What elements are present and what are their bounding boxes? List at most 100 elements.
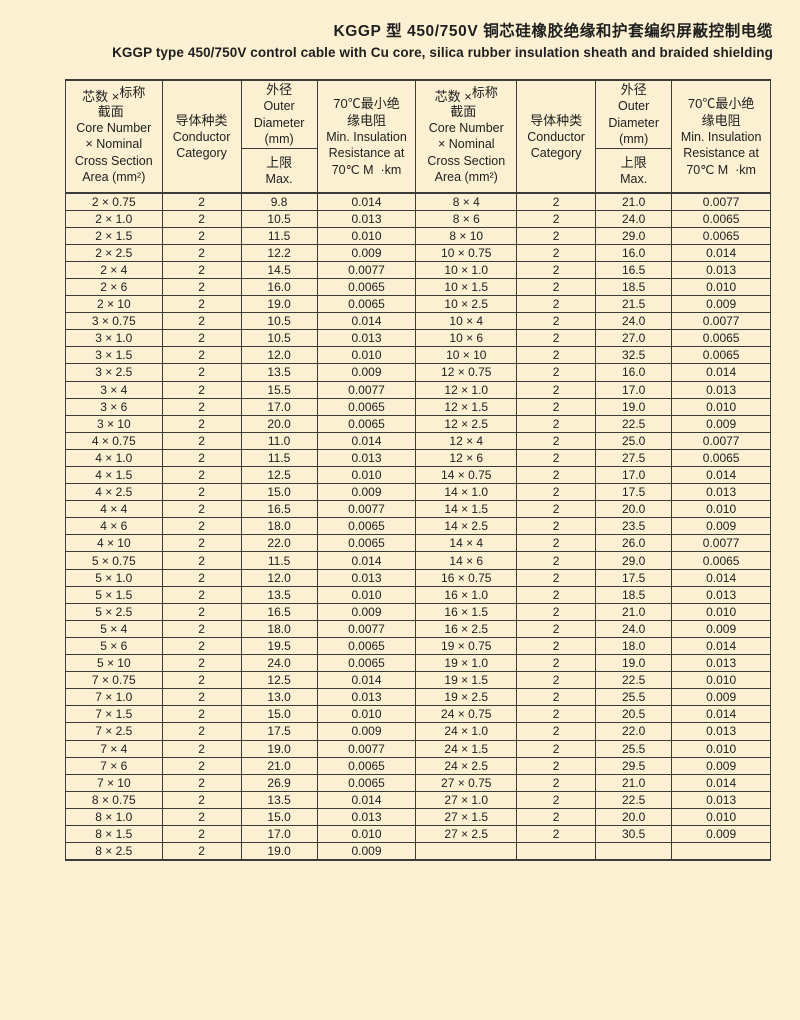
insulation-resistance-cell: 0.013 (671, 585, 771, 604)
insulation-resistance-cell: 0.0077 (316, 380, 417, 399)
outer-diameter-cell: 18.5 (595, 277, 673, 297)
table-row: 2 × 2.5 2 12.2 0.009 10 × 0.75 2 16.0 0.014 (65, 243, 771, 262)
conductor-category-cell: 2 (161, 209, 242, 228)
conductor-category-cell: 2 (516, 773, 597, 792)
core-size-cell: 5 × 10 (65, 654, 163, 673)
outer-diameter-cell: 16.0 (595, 363, 673, 382)
header-text: Diameter (253, 115, 305, 130)
core-size-cell: 19 × 1.0 (415, 654, 518, 673)
header-text: 导体种类 (175, 112, 228, 128)
core-size-cell: 4 × 1.5 (65, 465, 163, 485)
table-body: 2 × 0.75 2 9.8 0.014 8 × 4 2 21.0 0.0077 2 × 1.0… (65, 192, 771, 861)
outer-diameter-cell: 17.5 (595, 483, 673, 502)
outer-diameter-cell: 20.0 (595, 500, 673, 519)
core-size-cell: 16 × 2.5 (415, 619, 518, 638)
header-text: Conductor (527, 129, 585, 144)
conductor-category-cell: 2 (161, 517, 242, 536)
table-row: 2 × 4 2 14.5 0.0077 10 × 1.0 2 16.5 0.013 (65, 260, 771, 279)
core-size-cell: 5 × 1.5 (65, 585, 163, 604)
outer-diameter-cell: 25.0 (595, 431, 673, 450)
outer-diameter-cell: 12.5 (240, 671, 318, 690)
conductor-category-cell: 2 (516, 824, 597, 844)
header-text: Area (mm²) (434, 170, 498, 184)
core-size-cell: 7 × 10 (65, 773, 163, 792)
conductor-category-cell: 2 (161, 807, 242, 826)
outer-diameter-cell: 9.8 (240, 192, 318, 211)
insulation-resistance-cell: 0.009 (671, 517, 771, 536)
core-size-cell: 12 × 4 (415, 431, 518, 450)
conductor-category-cell: 2 (161, 705, 242, 724)
insulation-resistance-cell: 0.0077 (671, 431, 771, 450)
conductor-category-cell: 2 (161, 260, 242, 279)
table-row: 2 × 1.5 2 11.5 0.010 8 × 10 2 29.0 0.0065 (65, 226, 771, 245)
conductor-category-cell (516, 842, 597, 861)
header-text: 上限 (620, 154, 647, 170)
outer-diameter-cell: 18.5 (595, 585, 673, 604)
header-outer-diameter-left: 外径 Outer Diameter (mm) (240, 79, 318, 149)
cable-spec-table: 芯数 ×标称 截面 Core Number × Nominal Cross Se… (65, 79, 771, 861)
outer-diameter-cell: 10.5 (240, 329, 318, 348)
outer-diameter-cell: 13.5 (240, 363, 318, 382)
conductor-category-cell: 2 (516, 431, 597, 450)
core-size-cell: 16 × 1.5 (415, 602, 518, 621)
header-text: 70℃最小绝 (333, 95, 400, 111)
conductor-category-cell: 2 (161, 192, 242, 211)
conductor-category-cell: 2 (516, 517, 597, 536)
insulation-resistance-cell: 0.014 (671, 243, 771, 262)
conductor-category-cell: 2 (161, 654, 242, 673)
core-size-cell: 16 × 1.0 (415, 585, 518, 604)
conductor-category-cell: 2 (161, 363, 242, 382)
outer-diameter-cell: 19.5 (240, 636, 318, 656)
conductor-category-cell: 2 (516, 192, 597, 211)
table-row: 3 × 0.75 2 10.5 0.014 10 × 4 2 24.0 0.0077 (65, 312, 771, 331)
insulation-resistance-cell: 0.013 (671, 654, 771, 673)
outer-diameter-cell: 11.5 (240, 448, 318, 468)
insulation-resistance-cell: 0.014 (316, 790, 417, 809)
header-text: Category (530, 146, 582, 160)
insulation-resistance-cell: 0.013 (316, 329, 417, 348)
conductor-category-cell: 2 (516, 790, 597, 809)
insulation-resistance-cell: 0.0077 (316, 500, 417, 519)
table-row: 2 × 6 2 16.0 0.0065 10 × 1.5 2 18.5 0.010 (65, 277, 771, 297)
outer-diameter-cell: 20.0 (595, 807, 673, 826)
outer-diameter-cell: 18.0 (240, 619, 318, 638)
table-row: 7 × 4 2 19.0 0.0077 24 × 1.5 2 25.5 0.010 (65, 739, 771, 758)
conductor-category-cell: 2 (516, 209, 597, 228)
outer-diameter-cell (595, 842, 673, 861)
core-size-cell: 4 × 10 (65, 534, 163, 553)
insulation-resistance-cell: 0.013 (671, 380, 771, 399)
table-row: 3 × 2.5 2 13.5 0.009 12 × 0.75 2 16.0 0.014 (65, 363, 771, 382)
insulation-resistance-cell: 0.010 (316, 465, 417, 485)
outer-diameter-cell: 14.5 (240, 260, 318, 279)
header-text: 导体种类 (530, 112, 583, 128)
insulation-resistance-cell: 0.013 (316, 568, 417, 587)
conductor-category-cell: 2 (161, 824, 242, 844)
table-row: 3 × 1.0 2 10.5 0.013 10 × 6 2 27.0 0.0065 (65, 329, 771, 348)
insulation-resistance-cell: 0.009 (671, 619, 771, 638)
conductor-category-cell: 2 (516, 602, 597, 621)
header-text: Area (mm²) (82, 170, 146, 184)
outer-diameter-cell: 32.5 (595, 346, 673, 365)
header-text: 芯数 × (82, 88, 120, 104)
conductor-category-cell: 2 (516, 585, 597, 604)
outer-diameter-cell: 15.0 (240, 483, 318, 502)
core-size-cell: 2 × 6 (65, 277, 163, 297)
conductor-category-cell: 2 (516, 705, 597, 724)
core-size-cell: 5 × 2.5 (65, 602, 163, 621)
outer-diameter-cell: 13.5 (240, 585, 318, 604)
table-row: 7 × 2.5 2 17.5 0.009 24 × 1.0 2 22.0 0.013 (65, 722, 771, 741)
outer-diameter-cell: 18.0 (240, 517, 318, 536)
outer-diameter-cell: 20.5 (595, 705, 673, 724)
outer-diameter-cell: 12.2 (240, 243, 318, 262)
core-size-cell: 14 × 6 (415, 551, 518, 570)
outer-diameter-cell: 29.0 (595, 226, 673, 245)
insulation-resistance-cell: 0.009 (671, 756, 771, 775)
table-row: 3 × 10 2 20.0 0.0065 12 × 2.5 2 22.5 0.009 (65, 414, 771, 433)
header-text: Diameter (608, 115, 660, 130)
insulation-resistance-cell (671, 842, 771, 861)
outer-diameter-cell: 19.0 (240, 842, 318, 861)
core-size-cell: 4 × 2.5 (65, 483, 163, 502)
table-row: 2 × 10 2 19.0 0.0065 10 × 2.5 2 21.5 0.009 (65, 295, 771, 314)
core-size-cell: 5 × 4 (65, 619, 163, 638)
insulation-resistance-cell: 0.0065 (671, 226, 771, 245)
